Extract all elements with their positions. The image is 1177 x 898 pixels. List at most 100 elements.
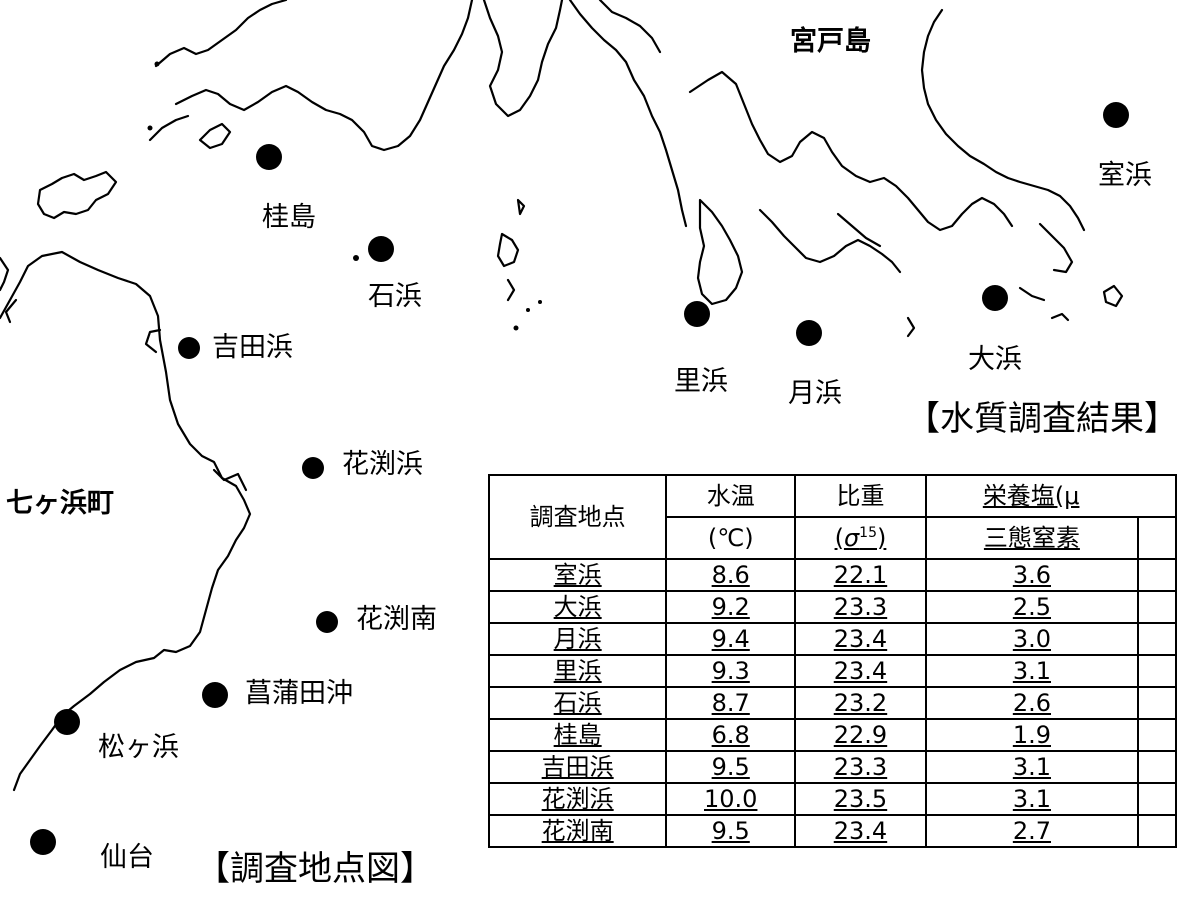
cell-nitrogen-text: 2.5	[1012, 593, 1051, 621]
cell-gravity-text: 23.2	[833, 689, 888, 717]
results-table-container: 調査地点 水温 比重 栄養塩(μ (℃) (σ15) 三態窒素 室浜 8.6 22.…	[488, 474, 1177, 898]
west-peninsula	[0, 256, 10, 292]
cell-site: 月浜	[488, 622, 668, 656]
cell-temp: 9.2	[665, 590, 797, 624]
cell-temp: 9.5	[665, 750, 797, 784]
cell-site: 室浜	[488, 558, 668, 592]
marker-tsukihama	[796, 320, 822, 346]
marker-sendai	[30, 829, 56, 855]
header-nutrients-label: 栄養塩(μ	[982, 482, 1080, 510]
cell-extra	[1137, 782, 1177, 816]
table-row: 室浜 8.6 22.1 3.6	[488, 558, 1177, 592]
cell-gravity: 23.3	[794, 750, 927, 784]
nw-coast-arm	[154, 0, 288, 68]
marker-ayametaoki	[202, 682, 228, 708]
islet-dot-4	[513, 325, 519, 331]
cell-site: 花渕南	[488, 814, 668, 848]
mainland-cove	[212, 468, 248, 492]
cell-temp-text: 8.6	[711, 561, 750, 589]
central-coast-3	[598, 0, 662, 54]
island-a	[496, 232, 520, 268]
header-extra	[1137, 516, 1177, 560]
cell-gravity-text: 23.4	[833, 625, 888, 653]
label-satohama: 里浜	[674, 366, 728, 397]
results-table-body: 室浜 8.6 22.1 3.6 大浜 9.2 23.3 2.5 月浜 9.4 23.4 3.0 里浜 9.…	[488, 558, 1177, 848]
mainland-inlet	[144, 328, 162, 354]
cell-gravity-text: 23.5	[833, 785, 888, 813]
cell-nitrogen-text: 1.9	[1012, 721, 1051, 749]
cell-temp: 9.3	[665, 654, 797, 688]
header-nutrients: 栄養塩(μ	[924, 474, 1177, 518]
cell-site-text: 里浜	[553, 657, 602, 685]
label-hanabuchihama: 花渕浜	[342, 449, 423, 480]
east-coast	[920, 8, 1086, 232]
cell-site: 桂島	[488, 718, 668, 752]
east-bottom-islet	[906, 316, 916, 338]
cell-temp: 8.7	[665, 686, 797, 720]
cell-nitrogen: 3.1	[924, 654, 1140, 688]
cell-site-text: 桂島	[553, 721, 602, 749]
cell-site: 石浜	[488, 686, 668, 720]
marker-yoshidahama	[178, 337, 200, 359]
label-ayametaoki: 菖蒲田沖	[245, 678, 353, 709]
header-nitrogen: 三態窒素	[924, 516, 1140, 560]
cell-temp-text: 9.5	[711, 753, 750, 781]
cell-nitrogen: 3.0	[924, 622, 1140, 656]
cell-temp-text: 6.8	[711, 721, 750, 749]
nw-coast-bay	[198, 122, 232, 150]
results-table: 調査地点 水温 比重 栄養塩(μ (℃) (σ15) 三態窒素 室浜 8.6 22.…	[488, 474, 1177, 848]
cell-nitrogen-text: 3.1	[1012, 657, 1051, 685]
label-yoshidahama: 吉田浜	[212, 332, 293, 363]
islet-dot-1	[154, 61, 160, 67]
cell-gravity-text: 23.4	[833, 657, 888, 685]
cell-gravity-text: 22.1	[833, 561, 888, 589]
label-katsurashima: 桂島	[262, 202, 316, 233]
header-gravity-unit: (σ15)	[794, 516, 927, 560]
far-east-island	[1102, 284, 1124, 308]
marker-ishihama	[368, 236, 394, 262]
central-coast-2	[568, 0, 688, 228]
nw-peninsula	[36, 170, 118, 220]
cell-site: 吉田浜	[488, 750, 668, 784]
cell-extra	[1137, 718, 1177, 752]
cell-nitrogen: 1.9	[924, 718, 1140, 752]
cell-gravity: 23.3	[794, 590, 927, 624]
marker-hanabuchiminami	[316, 611, 338, 633]
mainland-coastline	[0, 250, 252, 792]
miyato-inner	[696, 198, 744, 306]
cell-extra	[1137, 622, 1177, 656]
cell-site-text: 大浜	[553, 593, 602, 621]
map-title: 【調査地点図】	[196, 849, 434, 889]
cell-temp: 10.0	[665, 782, 797, 816]
cell-temp: 9.5	[665, 814, 797, 848]
cell-site: 花渕浜	[488, 782, 668, 816]
label-shichigahama: 七ヶ浜町	[6, 488, 114, 519]
header-temp: 水温	[665, 474, 797, 518]
central-coast-1	[482, 0, 564, 118]
cell-extra	[1137, 654, 1177, 688]
cell-site-text: 室浜	[553, 561, 602, 589]
marker-katsurashima	[256, 144, 282, 170]
cell-gravity: 22.9	[794, 718, 927, 752]
table-row: 里浜 9.3 23.4 3.1	[488, 654, 1177, 688]
cell-nitrogen: 2.5	[924, 590, 1140, 624]
label-ishihama: 石浜	[368, 281, 422, 312]
cell-gravity: 23.4	[794, 654, 927, 688]
gravity-unit-sigma: σ	[843, 524, 860, 552]
island-b	[506, 278, 516, 302]
miyato-south	[758, 208, 902, 274]
gravity-unit-sup: 15	[859, 525, 877, 541]
table-row: 月浜 9.4 23.4 3.0	[488, 622, 1177, 656]
cell-nitrogen-text: 2.6	[1012, 689, 1051, 717]
cell-extra	[1137, 590, 1177, 624]
cell-gravity-text: 23.4	[833, 817, 888, 845]
cell-gravity-text: 23.3	[833, 753, 888, 781]
label-tsukihama: 月浜	[788, 378, 842, 409]
header-gravity: 比重	[794, 474, 927, 518]
nw-coast-strip	[148, 114, 190, 142]
cell-temp-text: 10.0	[704, 785, 758, 813]
cell-nitrogen: 3.1	[924, 782, 1140, 816]
label-ohama: 大浜	[968, 344, 1022, 375]
east-tip	[1018, 286, 1046, 302]
